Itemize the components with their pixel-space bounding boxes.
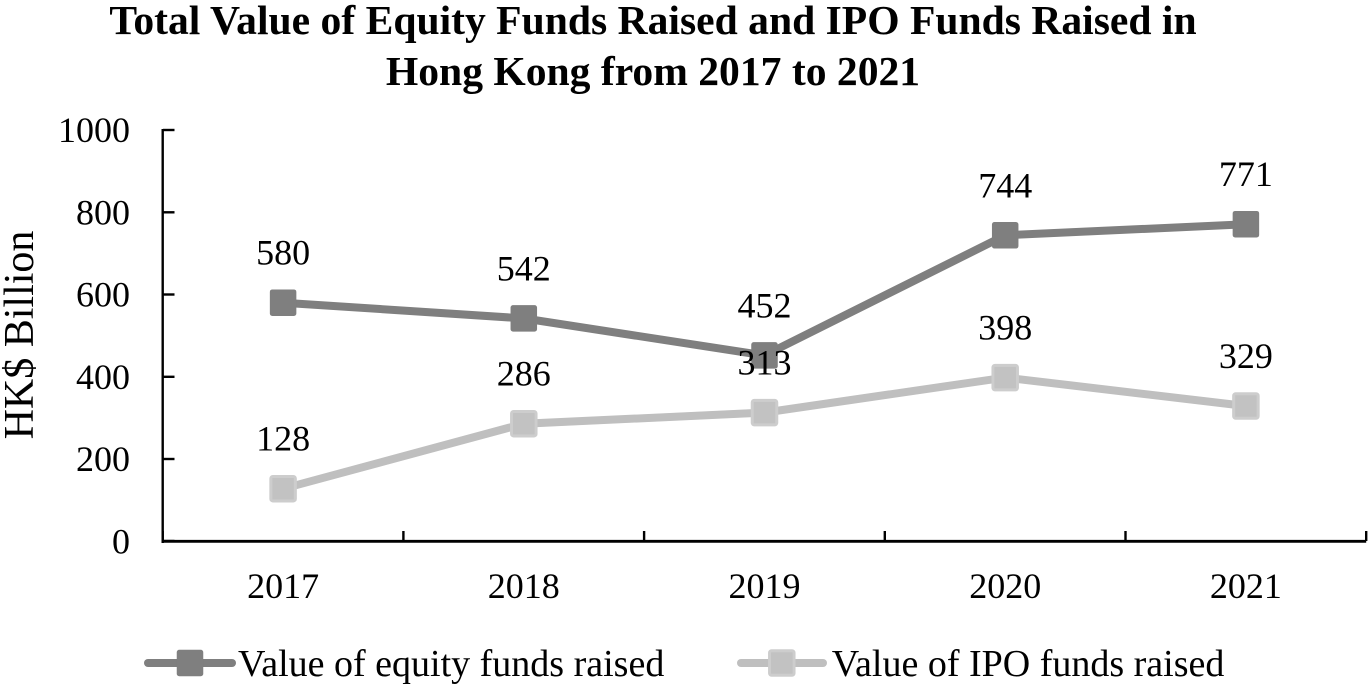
svg-text:744: 744 [978, 165, 1032, 205]
svg-text:329: 329 [1219, 336, 1273, 376]
svg-text:452: 452 [738, 285, 792, 325]
svg-text:2019: 2019 [729, 566, 801, 606]
svg-text:313: 313 [738, 343, 792, 383]
svg-text:0: 0 [112, 521, 130, 561]
svg-text:200: 200 [76, 439, 130, 479]
svg-text:2021: 2021 [1210, 566, 1282, 606]
svg-text:400: 400 [76, 357, 130, 397]
svg-text:398: 398 [978, 308, 1032, 348]
svg-text:Value of IPO funds raised: Value of IPO funds raised [832, 643, 1225, 685]
svg-text:580: 580 [256, 233, 310, 273]
svg-text:128: 128 [256, 419, 310, 459]
svg-text:600: 600 [76, 275, 130, 315]
svg-text:HK$ Billion: HK$ Billion [0, 231, 43, 440]
svg-text:771: 771 [1219, 154, 1273, 194]
svg-text:1000: 1000 [58, 110, 130, 150]
svg-text:Value of equity funds raised: Value of equity funds raised [238, 643, 664, 685]
svg-text:Hong Kong from 2017 to 2021: Hong Kong from 2017 to 2021 [386, 48, 920, 94]
svg-text:800: 800 [76, 192, 130, 232]
svg-text:Total Value of Equity Funds Ra: Total Value of Equity Funds Raised and I… [109, 0, 1196, 43]
svg-text:542: 542 [497, 248, 551, 288]
svg-text:2017: 2017 [247, 566, 319, 606]
svg-text:286: 286 [497, 354, 551, 394]
svg-text:2018: 2018 [488, 566, 560, 606]
svg-text:2020: 2020 [969, 566, 1041, 606]
